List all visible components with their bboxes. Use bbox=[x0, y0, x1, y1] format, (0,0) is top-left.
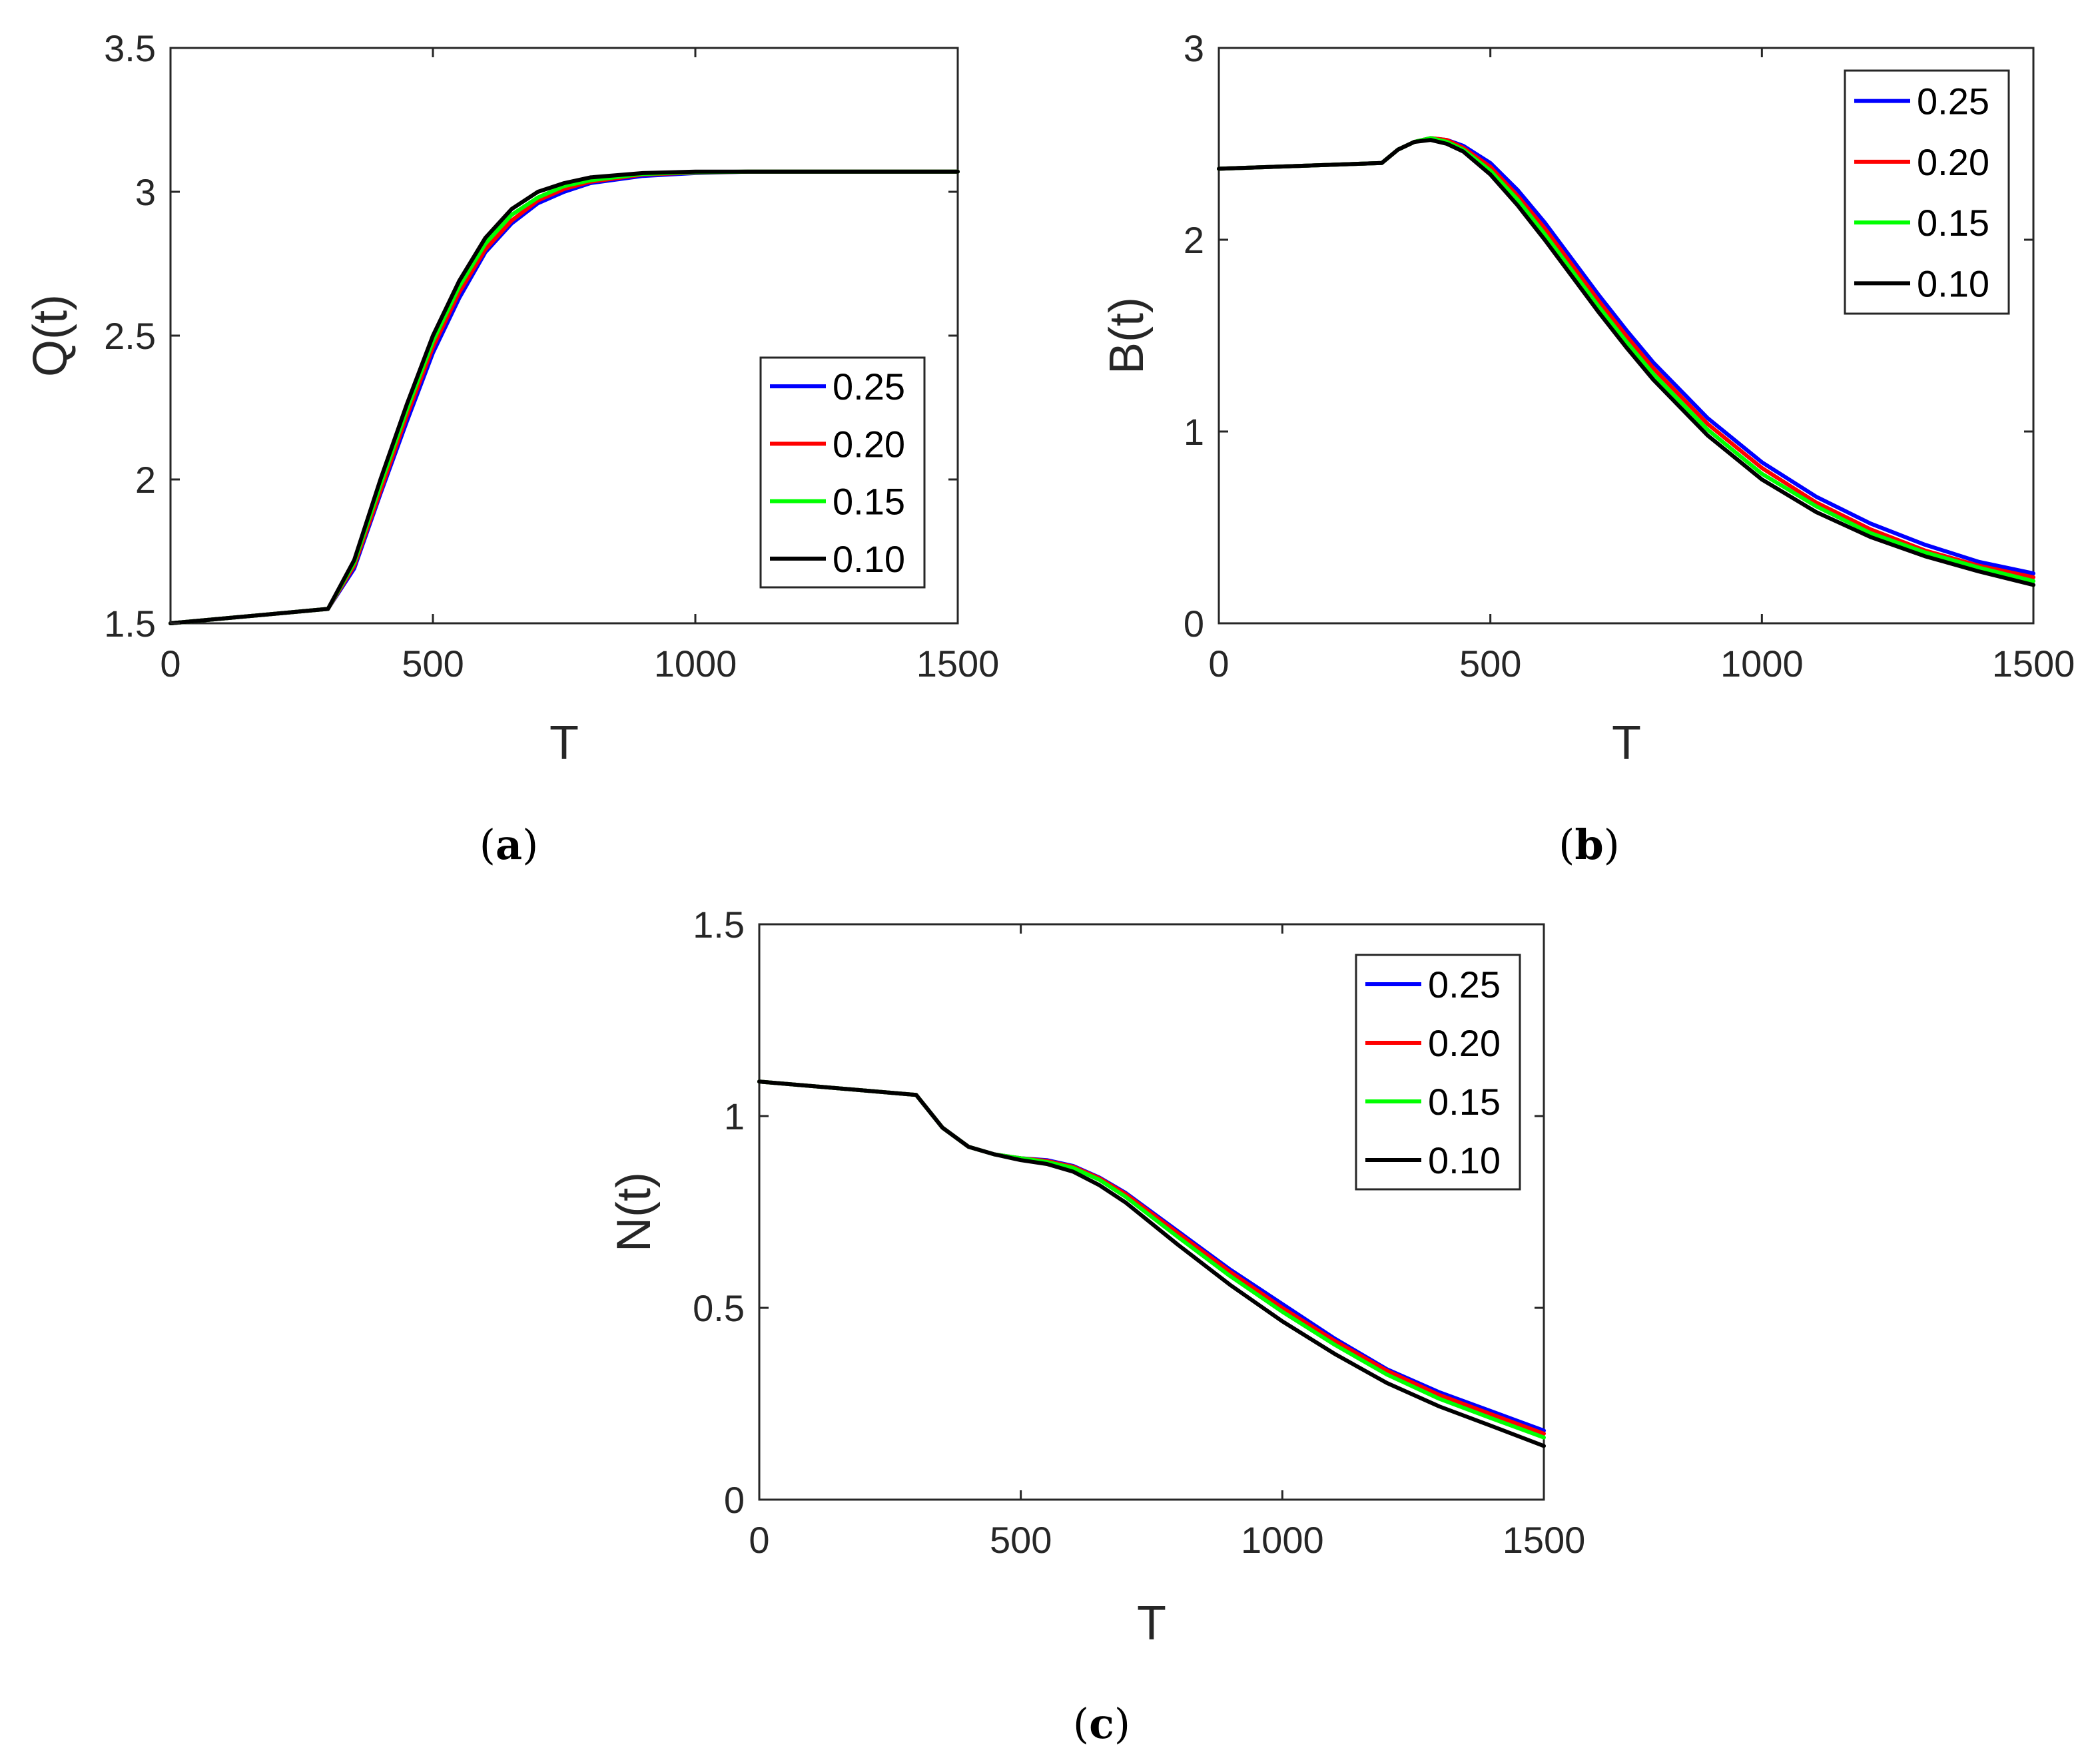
panel-c: 0 500 1000 1500 0 0.5 1 1.5 T N(t) 0.25 0.20 0.15… bbox=[607, 904, 1585, 1748]
caption-b: (b) bbox=[1559, 820, 1620, 869]
legend-a: 0.25 0.20 0.15 0.10 bbox=[759, 356, 926, 589]
legend-label-a-0_20: 0.20 bbox=[833, 423, 905, 465]
caption-c: (c) bbox=[1073, 1699, 1130, 1748]
x-axis-label-c: T bbox=[1137, 1597, 1166, 1650]
x-axis-label-b: T bbox=[1612, 717, 1641, 770]
x-tick-label-b: 1000 bbox=[1720, 643, 1804, 685]
x-tick-label-b: 1500 bbox=[1992, 643, 2075, 685]
x-tick-label-a: 1500 bbox=[916, 643, 1000, 685]
axis-ticks-c: 0 500 1000 1500 0 0.5 1 1.5 bbox=[693, 904, 1585, 1561]
legend-box-b bbox=[1844, 69, 2010, 315]
legend-c: 0.25 0.20 0.15 0.10 bbox=[1355, 954, 1521, 1191]
y-tick-label-b: 1 bbox=[1184, 411, 1204, 453]
axis-ticks-a: 0 500 1000 1500 1.5 2 2.5 3 3.5 bbox=[104, 27, 999, 685]
x-tick-label-b: 0 bbox=[1208, 643, 1229, 685]
y-axis-label-c: N(t) bbox=[607, 1172, 661, 1252]
y-tick-label-c: 1.5 bbox=[693, 904, 745, 946]
x-axis-label-a: T bbox=[549, 717, 579, 770]
x-tick-label-a: 1000 bbox=[654, 643, 737, 685]
caption-letter-a: a bbox=[496, 820, 522, 869]
series-line-a-0_10 bbox=[169, 169, 960, 625]
legend-box-c bbox=[1355, 954, 1521, 1191]
x-tick-label-a: 500 bbox=[402, 643, 464, 685]
y-tick-label-b: 0 bbox=[1184, 603, 1204, 645]
y-axis-label-b: B(t) bbox=[1100, 297, 1154, 374]
x-tick-label-c: 500 bbox=[990, 1519, 1052, 1561]
caption-a: (a) bbox=[480, 820, 539, 869]
series-line-b-0_10 bbox=[1217, 138, 2035, 587]
legend-label-b-0_20: 0.20 bbox=[1917, 141, 1989, 183]
panel-b: 0 500 1000 1500 0 1 2 3 T B(t) 0.25 0.20 0.15 0.10… bbox=[1100, 27, 2075, 869]
x-tick-label-c: 1000 bbox=[1241, 1519, 1324, 1561]
x-tick-label-c: 0 bbox=[749, 1519, 769, 1561]
caption-letter-b: b bbox=[1575, 820, 1603, 869]
legend-b: 0.25 0.20 0.15 0.10 bbox=[1844, 69, 2010, 315]
legend-label-b-0_10: 0.10 bbox=[1917, 262, 1989, 304]
legend-label-c-0_10: 0.10 bbox=[1428, 1139, 1501, 1181]
y-tick-label-c: 0.5 bbox=[693, 1287, 745, 1329]
series-line-c-0_10 bbox=[757, 1079, 1546, 1448]
series-lines-b bbox=[1217, 136, 2035, 587]
legend-label-b-0_15: 0.15 bbox=[1917, 202, 1989, 244]
legend-label-b-0_25: 0.25 bbox=[1917, 81, 1989, 123]
legend-label-a-0_10: 0.10 bbox=[833, 538, 905, 580]
series-lines-c bbox=[757, 1079, 1546, 1448]
x-tick-label-c: 1500 bbox=[1503, 1519, 1586, 1561]
legend-label-c-0_20: 0.20 bbox=[1428, 1022, 1501, 1064]
legend-box-a bbox=[759, 356, 926, 589]
y-tick-label-c: 1 bbox=[724, 1095, 745, 1137]
series-lines-a bbox=[169, 169, 960, 625]
y-tick-label-a: 3 bbox=[135, 171, 156, 213]
legend-label-a-0_15: 0.15 bbox=[833, 481, 905, 523]
y-tick-label-b: 3 bbox=[1184, 27, 1204, 69]
y-tick-label-a: 3.5 bbox=[104, 27, 156, 69]
legend-label-c-0_15: 0.15 bbox=[1428, 1081, 1501, 1123]
x-tick-label-b: 500 bbox=[1459, 643, 1521, 685]
y-axis-label-a: Q(t) bbox=[24, 294, 77, 377]
y-tick-label-a: 1.5 bbox=[104, 603, 156, 645]
x-tick-label-a: 0 bbox=[160, 643, 180, 685]
y-tick-label-a: 2 bbox=[135, 459, 156, 501]
legend-label-c-0_25: 0.25 bbox=[1428, 964, 1501, 1006]
legend-label-a-0_25: 0.25 bbox=[833, 366, 905, 408]
y-tick-label-b: 2 bbox=[1184, 219, 1204, 261]
caption-letter-c: c bbox=[1089, 1699, 1114, 1748]
y-tick-label-a: 2.5 bbox=[104, 315, 156, 357]
axis-ticks-b: 0 500 1000 1500 0 1 2 3 bbox=[1184, 27, 2075, 685]
y-tick-label-c: 0 bbox=[724, 1479, 745, 1521]
